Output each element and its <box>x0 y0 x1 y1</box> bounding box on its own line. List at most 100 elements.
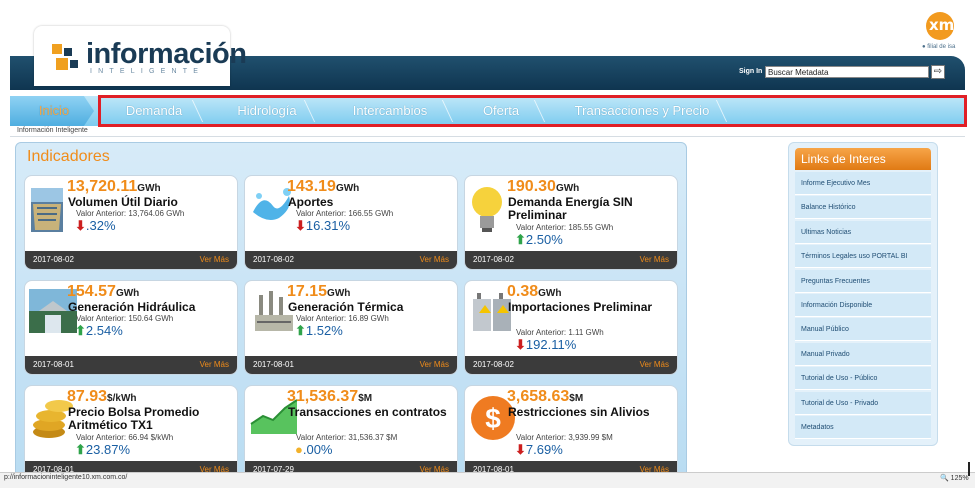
svg-text:$: $ <box>485 403 501 434</box>
indicator-change-value: .32% <box>85 218 116 233</box>
indicator-card[interactable]: 143.19GWh Aportes Valor Anterior: 166.55 G… <box>244 175 458 270</box>
indicator-change-value: 16.31% <box>305 218 350 233</box>
indicator-value: 31,536.37$M <box>287 388 372 406</box>
link-item[interactable]: Tutorial de Uso - Privado <box>795 391 931 415</box>
indicator-date: 2017-08-02 <box>473 255 514 264</box>
indicator-title: Transacciones en contratos <box>288 405 447 419</box>
link-item[interactable]: Manual Público <box>795 318 931 342</box>
link-item[interactable]: Manual Privado <box>795 342 931 366</box>
indicator-change: ⬇192.11% <box>515 337 576 353</box>
link-item[interactable]: Términos Legales uso PORTAL BI <box>795 245 931 269</box>
link-item[interactable]: Metadatos <box>795 416 931 439</box>
arrow-up-icon: ⬆ <box>75 323 86 338</box>
indicator-title: Precio Bolsa Promedio Aritmético TX1 <box>68 405 200 432</box>
indicator-unit: GWh <box>327 288 351 299</box>
breadcrumb[interactable]: Información Inteligente <box>17 127 88 134</box>
indicator-change-value: 2.54% <box>85 323 123 338</box>
indicator-card[interactable]: 0.38GWh Importaciones Preliminar Valor Ant… <box>464 280 678 375</box>
ver-mas-link[interactable]: Ver Más <box>639 255 669 264</box>
indicator-unit: GWh <box>115 288 140 299</box>
xm-tagline: ● filial de isa <box>922 44 956 50</box>
indicator-card[interactable]: 154.57GWh Generación Hidráulica Valor Ante… <box>24 280 238 375</box>
xm-logo[interactable]: xm ● filial de isa <box>922 10 960 50</box>
ver-mas-link[interactable]: Ver Más <box>199 255 229 264</box>
indicator-date: 2017-08-02 <box>33 255 74 264</box>
zoom-level[interactable]: 🔍 125% <box>940 475 969 482</box>
ver-mas-link[interactable]: Ver Más <box>419 360 449 369</box>
nav-item-hidrologia[interactable]: Hidrología <box>237 103 297 118</box>
indicator-date: 2017-08-02 <box>473 360 514 369</box>
indicator-value-number: 13,720.11 <box>67 178 138 195</box>
indicator-card[interactable]: 17.15GWh Generación Térmica Valor Anterior… <box>244 280 458 375</box>
indicator-date: 2017-08-01 <box>473 465 514 474</box>
indicator-change: ⬆2.50% <box>515 232 563 248</box>
arrow-up-icon: ⬆ <box>75 442 86 457</box>
indicator-card[interactable]: 190.30GWh Demanda Energía SIN Preliminar V… <box>464 175 678 270</box>
scrollbar-handle[interactable] <box>968 462 970 476</box>
link-item[interactable]: Tutorial de Uso - Público <box>795 367 931 391</box>
link-item[interactable]: Información Disponible <box>795 294 931 317</box>
indicator-card[interactable]: 87.93$/kWh Precio Bolsa Promedio Aritméti… <box>24 385 238 480</box>
indicator-change: ⬆23.87% <box>75 442 130 458</box>
arrow-up-icon: ⬆ <box>295 323 306 338</box>
indicator-card[interactable]: 13,720.11GWh Volumen Útil Diario Valor Ant… <box>24 175 238 270</box>
indicator-title: Generación Térmica <box>288 300 404 314</box>
indicator-previous-value: Valor Anterior: 31,536.37 $M <box>296 433 398 442</box>
ver-mas-link[interactable]: Ver Más <box>199 465 229 474</box>
dollar-coin-icon: $ <box>469 394 515 446</box>
indicator-date: 2017-08-01 <box>253 360 294 369</box>
indicator-value: 13,720.11GWh <box>67 178 161 196</box>
indicator-date: 2017-08-01 <box>33 360 74 369</box>
nav-item-inicio[interactable]: Inicio <box>38 103 70 118</box>
indicator-value: 3,658.63$M <box>507 388 583 406</box>
indicator-card[interactable]: $3,658.63$M Restricciones sin Alivios Valo… <box>464 385 678 480</box>
metadata-search-input[interactable] <box>765 66 929 78</box>
indicator-footer: 2017-08-02 Ver Más <box>465 356 677 374</box>
lightbulb-icon <box>469 184 505 236</box>
nav-item-oferta[interactable]: Oferta <box>482 103 520 118</box>
neutral-dot-icon: ● <box>295 442 303 457</box>
indicator-title: Generación Hidráulica <box>68 300 196 314</box>
ver-mas-link[interactable]: Ver Más <box>419 255 449 264</box>
indicator-date: 2017-08-01 <box>33 465 74 474</box>
ver-mas-link[interactable]: Ver Más <box>639 465 669 474</box>
link-item[interactable]: Preguntas Frecuentes <box>795 269 931 293</box>
link-item[interactable]: Ultimas Noticias <box>795 220 931 244</box>
growth-chart-icon <box>249 394 298 446</box>
indicator-change-value: 23.87% <box>85 442 130 457</box>
nav-item-demanda[interactable]: Demanda <box>125 103 183 118</box>
indicator-date: 2017-08-02 <box>253 255 294 264</box>
xm-circle-icon <box>926 12 954 40</box>
indicator-previous-value: Valor Anterior: 16.89 GWh <box>296 314 389 323</box>
ver-mas-link[interactable]: Ver Más <box>419 465 449 474</box>
link-item[interactable]: Balance Histórico <box>795 196 931 220</box>
nav-item-transacciones[interactable]: Transacciones y Precio <box>574 103 710 118</box>
ver-mas-link[interactable]: Ver Más <box>639 360 669 369</box>
indicator-value: 0.38GWh <box>507 283 561 301</box>
status-url: p://informacioninteligente10.xm.com.co/ <box>4 474 128 481</box>
coins-icon <box>29 394 73 446</box>
indicator-value-number: 0.38 <box>507 283 539 300</box>
link-item[interactable]: Informe Ejecutivo Mes <box>795 172 931 195</box>
search-go-button[interactable]: ⇨ <box>931 65 945 79</box>
indicator-card[interactable]: 31,536.37$M Transacciones en contratos Val… <box>244 385 458 480</box>
transformer-icon <box>469 289 511 341</box>
arrow-down-icon: ⬇ <box>295 218 306 233</box>
indicator-value: 154.57GWh <box>67 283 139 301</box>
indicator-value: 190.30GWh <box>507 178 579 196</box>
sign-in-link[interactable]: Sign In <box>739 68 763 75</box>
arrow-right-icon: ⇨ <box>933 66 943 77</box>
indicator-change: ⬆2.54% <box>75 323 123 339</box>
indicator-value-number: 154.57 <box>67 283 116 300</box>
indicator-unit: GWh <box>538 288 562 299</box>
indicator-value: 87.93$/kWh <box>67 388 137 406</box>
indicator-previous-value: Valor Anterior: 166.55 GWh <box>296 209 394 218</box>
indicator-footer: 2017-08-01 Ver Más <box>245 356 457 374</box>
nav-item-intercambios[interactable]: Intercambios <box>352 103 428 118</box>
indicator-change: ⬇16.31% <box>295 218 350 234</box>
nav-highlight-box <box>98 95 967 127</box>
site-logo[interactable]: información INTELIGENTE <box>34 26 247 86</box>
indicator-unit: GWh <box>555 183 580 194</box>
indicator-change: ⬇.32% <box>75 218 116 234</box>
ver-mas-link[interactable]: Ver Más <box>199 360 229 369</box>
